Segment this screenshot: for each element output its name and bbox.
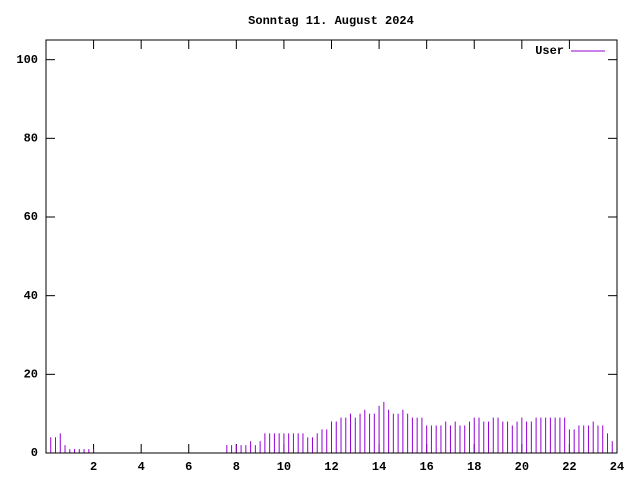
chart-title: Sonntag 11. August 2024 (248, 14, 414, 28)
x-tick-label: 4 (138, 460, 145, 474)
x-tick-label: 12 (324, 460, 338, 474)
x-tick-label: 8 (233, 460, 240, 474)
legend-label: User (535, 44, 564, 58)
y-tick-label: 80 (24, 132, 38, 146)
x-tick-label: 2 (90, 460, 97, 474)
y-tick-label: 0 (31, 446, 38, 460)
x-tick-label: 22 (562, 460, 576, 474)
y-tick-label: 20 (24, 368, 38, 382)
x-tick-label: 20 (515, 460, 529, 474)
x-tick-label: 24 (610, 460, 624, 474)
x-tick-label: 16 (419, 460, 433, 474)
x-tick-label: 18 (467, 460, 481, 474)
x-tick-label: 6 (185, 460, 192, 474)
y-tick-label: 100 (16, 53, 38, 67)
y-tick-label: 60 (24, 210, 38, 224)
y-tick-label: 40 (24, 289, 38, 303)
x-tick-label: 10 (277, 460, 291, 474)
x-tick-label: 14 (372, 460, 386, 474)
plot-border (45, 39, 618, 454)
